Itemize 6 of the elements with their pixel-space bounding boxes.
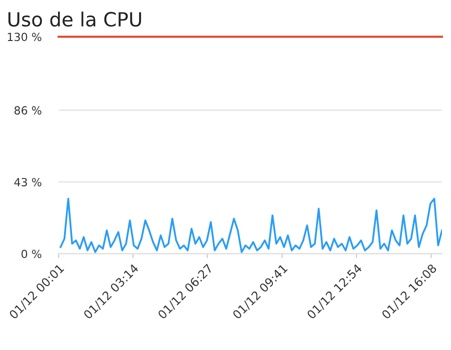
y-tick-label: 86 % (14, 106, 42, 115)
y-tick-label: 130 % (8, 32, 42, 42)
y-tick-label: 43 % (14, 178, 42, 186)
y-tick-label: 0 % (22, 250, 42, 258)
chart-title: Uso de la CPU (8, 12, 142, 27)
line-series (60, 198, 442, 253)
